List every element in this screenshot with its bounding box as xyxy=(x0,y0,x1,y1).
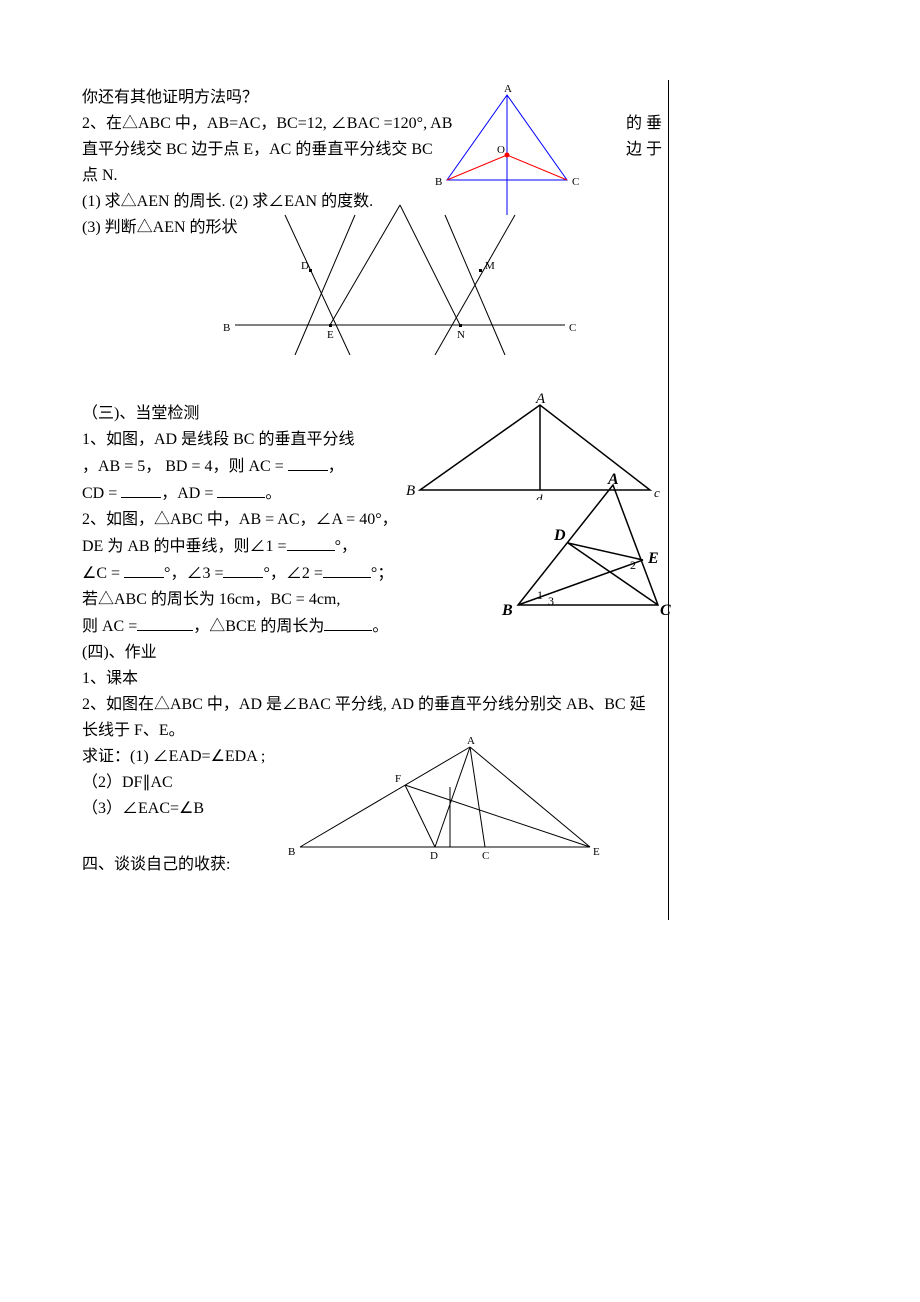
main-text: 你还有其他证明方法吗？ 2、在△ABC 中，AB=AC，BC=12, ∠BAC … xyxy=(82,86,662,879)
b1-l3: 直平分线交 BC 边于点 E，AC 的垂直平分线交 BC 边 于 xyxy=(82,138,662,162)
b2-q1b: ，AB = 5， BD = 4，则 AC = ， xyxy=(82,454,422,479)
b1-l5: (1) 求△AEN 的周长. (2) 求∠EAN 的度数. xyxy=(82,190,662,214)
b2-h: （三)、当堂检测 xyxy=(82,402,662,426)
blank xyxy=(288,454,328,471)
b2-h4: (四)、作业 xyxy=(82,641,662,665)
b1-l6: (3) 判断△AEN 的形状 xyxy=(82,216,662,240)
blank xyxy=(137,614,193,631)
b2-q2g: 若△ABC 的周长为 16cm，BC = 4cm, xyxy=(82,588,662,612)
blank xyxy=(121,481,161,498)
b2-a2d: （2）DF∥AC xyxy=(82,771,662,795)
blank xyxy=(217,481,265,498)
blank xyxy=(223,561,263,578)
b2-a2e: （3）∠EAC=∠B xyxy=(82,797,662,821)
b2-q2c: ∠C = °，∠3 =°，∠2 =°； xyxy=(82,561,402,586)
b1-l1: 你还有其他证明方法吗？ xyxy=(82,86,662,110)
b2-q1a: 1、如图，AD 是线段 BC 的垂直平分线 xyxy=(82,428,422,452)
blank xyxy=(287,534,335,551)
blank xyxy=(124,561,164,578)
b2-q2b: DE 为 AB 的中垂线，则∠1 =°， xyxy=(82,534,402,559)
page: A B C O B C E xyxy=(0,0,920,1302)
blank xyxy=(324,614,372,631)
b2-a2b: 长线于 F、E。 xyxy=(82,719,662,743)
b2-a2a: 2、如图在△ABC 中，AD 是∠BAC 平分线, AD 的垂直平分线分别交 A… xyxy=(82,693,662,717)
b2-h5: 四、谈谈自己的收获: xyxy=(82,853,662,877)
b2-q2a: 2、如图，△ABC 中，AB = AC，∠A = 40°， xyxy=(82,508,402,532)
b1-l4: 点 N. xyxy=(82,164,662,188)
b2-a2c: 求证：(1) ∠EAD=∠EDA ; xyxy=(82,745,662,769)
b2-q1d: CD = ，AD = 。 xyxy=(82,481,422,506)
b2-a1: 1、课本 xyxy=(82,667,662,691)
b1-l2: 2、在△ABC 中，AB=AC，BC=12, ∠BAC =120°, AB 的 … xyxy=(82,112,662,136)
b2-q2h: 则 AC =，△BCE 的周长为。 xyxy=(82,614,662,639)
blank xyxy=(323,561,371,578)
